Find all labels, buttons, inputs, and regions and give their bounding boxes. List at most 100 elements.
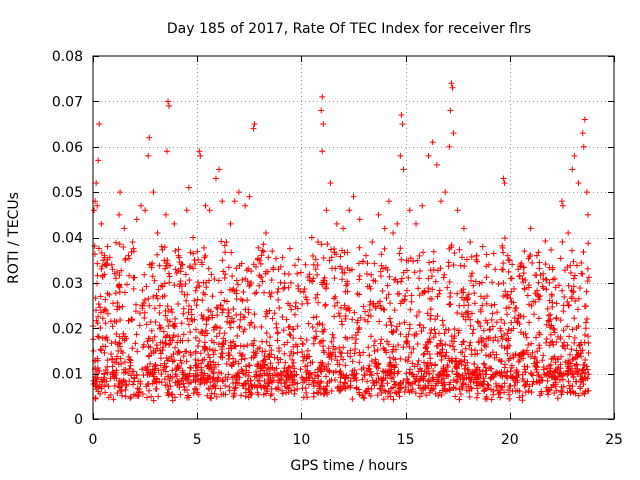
- data-point: [165, 270, 172, 277]
- data-point: [534, 359, 541, 366]
- data-point: [181, 383, 188, 390]
- data-point: [226, 351, 233, 358]
- data-point: [508, 288, 515, 295]
- data-point: [218, 289, 225, 296]
- data-point: [303, 389, 310, 396]
- data-point: [444, 362, 451, 369]
- data-point: [156, 262, 163, 269]
- data-point: [582, 319, 589, 326]
- data-point: [123, 281, 130, 288]
- data-point: [451, 333, 458, 340]
- data-point: [356, 276, 363, 283]
- data-point: [209, 368, 216, 375]
- data-point: [294, 386, 301, 393]
- data-point: [150, 349, 157, 356]
- data-point: [117, 317, 124, 324]
- data-point: [288, 306, 295, 313]
- data-point: [553, 315, 560, 322]
- data-point: [549, 370, 556, 377]
- data-point: [424, 363, 431, 370]
- data-point: [442, 189, 449, 196]
- data-point: [437, 371, 444, 378]
- data-point: [250, 342, 257, 349]
- data-point: [317, 368, 324, 375]
- data-point: [575, 392, 582, 399]
- data-point: [472, 369, 479, 376]
- data-point: [333, 220, 340, 227]
- data-point: [338, 266, 345, 273]
- data-point: [569, 370, 576, 377]
- data-point: [344, 288, 351, 295]
- data-point: [161, 280, 168, 287]
- data-point: [194, 296, 201, 303]
- data-point: [397, 152, 404, 159]
- data-point: [282, 383, 289, 390]
- data-point: [147, 360, 154, 367]
- data-point: [454, 207, 461, 214]
- data-point: [155, 393, 162, 400]
- data-point: [329, 331, 336, 338]
- data-point: [490, 387, 497, 394]
- data-point: [561, 293, 568, 300]
- data-point: [382, 388, 389, 395]
- data-point: [209, 312, 216, 319]
- data-point: [95, 334, 102, 341]
- data-point: [405, 274, 412, 281]
- data-point: [127, 362, 134, 369]
- data-point: [413, 313, 420, 320]
- data-point: [430, 248, 437, 255]
- data-point: [349, 395, 356, 402]
- data-point: [356, 272, 363, 279]
- data-point: [490, 250, 497, 257]
- data-point: [547, 339, 554, 346]
- data-point: [192, 287, 199, 294]
- data-point: [474, 318, 481, 325]
- data-point: [344, 249, 351, 256]
- data-point: [455, 329, 462, 336]
- data-point: [119, 379, 126, 386]
- data-point: [169, 367, 176, 374]
- data-point: [145, 335, 152, 342]
- data-point: [180, 331, 187, 338]
- data-point: [183, 297, 190, 304]
- data-point: [271, 354, 278, 361]
- data-point: [157, 347, 164, 354]
- data-point: [324, 367, 331, 374]
- data-point: [457, 262, 464, 269]
- data-point: [341, 379, 348, 386]
- data-point: [338, 353, 345, 360]
- data-point: [416, 393, 423, 400]
- data-point: [564, 264, 571, 271]
- data-point: [242, 363, 249, 370]
- data-point: [482, 317, 489, 324]
- data-point: [324, 241, 331, 248]
- data-point: [501, 180, 508, 187]
- data-point: [488, 316, 495, 323]
- data-point: [356, 244, 363, 251]
- data-point: [93, 307, 100, 314]
- y-tick-label: 0.06: [52, 140, 83, 156]
- data-point: [316, 339, 323, 346]
- data-point: [245, 394, 252, 401]
- data-point: [507, 295, 514, 302]
- data-point: [116, 378, 123, 385]
- data-point: [416, 377, 423, 384]
- data-point: [485, 353, 492, 360]
- data-point: [582, 325, 589, 332]
- data-point: [188, 306, 195, 313]
- data-point: [357, 352, 364, 359]
- data-point: [393, 390, 400, 397]
- data-point: [584, 315, 591, 322]
- data-point: [191, 297, 198, 304]
- data-point: [391, 378, 398, 385]
- data-point: [481, 361, 488, 368]
- data-point: [365, 344, 372, 351]
- data-point: [199, 297, 206, 304]
- data-point: [548, 356, 555, 363]
- data-point: [569, 166, 576, 173]
- data-point: [233, 277, 240, 284]
- data-point: [169, 358, 176, 365]
- data-point: [374, 370, 381, 377]
- data-point: [336, 344, 343, 351]
- data-point: [399, 121, 406, 128]
